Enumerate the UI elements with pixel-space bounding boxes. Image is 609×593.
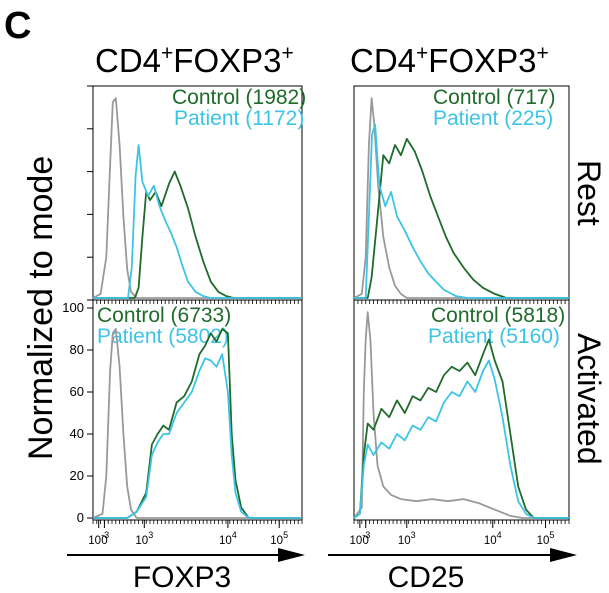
x-tick-base: 10 xyxy=(537,535,550,547)
column-title-foxp3-marker: CD4 xyxy=(95,42,161,79)
x-tick-label-activated-foxp3: 0 xyxy=(101,535,107,547)
x-tick-label-activated-foxp3: 104 xyxy=(219,530,237,547)
y-tick-label: 80 xyxy=(70,342,84,357)
histogram-isotype-activated-cd25 xyxy=(353,311,569,519)
x-axis-arrow-foxp3 xyxy=(67,548,305,562)
x-tick-label-activated-cd25: 0 xyxy=(363,535,369,547)
x-tick-label-activated-cd25: 104 xyxy=(484,530,502,547)
x-tick-exponent: 5 xyxy=(549,530,554,540)
histogram-patient-rest-foxp3 xyxy=(93,144,302,299)
x-tick-label-activated-cd25: 103 xyxy=(398,530,416,547)
x-tick-base: 0 xyxy=(363,535,369,547)
y-tick-label: 20 xyxy=(70,468,84,483)
legend-control-activated-cd25: Control (5818) xyxy=(431,304,565,327)
legend-control-activated-foxp3: Control (6733) xyxy=(97,304,231,327)
x-tick-exponent: -3 xyxy=(101,530,109,540)
column-title-cd25-marker: CD4 xyxy=(350,42,416,79)
legend-patient-activated-cd25: Patient (5160) xyxy=(428,325,560,348)
histogram-isotype-rest-cd25 xyxy=(353,97,569,299)
x-axis-label-cd25: CD25 xyxy=(388,561,465,593)
column-title-foxp3-marker2: FOXP3 xyxy=(173,42,281,79)
x-tick-exponent: 3 xyxy=(148,530,153,540)
legend-control-rest-cd25: Control (717) xyxy=(433,86,556,109)
y-tick-label: 100 xyxy=(62,300,84,315)
x-tick-exponent: 4 xyxy=(232,530,237,540)
x-tick-exponent: 3 xyxy=(411,530,416,540)
histogram-patient-activated-cd25 xyxy=(353,359,569,519)
histogram-isotype-rest-foxp3 xyxy=(92,97,302,299)
y-tick-label: 0 xyxy=(77,510,84,525)
x-tick-base: 10 xyxy=(484,535,497,547)
x-tick-label-activated-cd25: 10-3 xyxy=(349,530,370,547)
histogram-isotype-activated-foxp3 xyxy=(92,328,302,519)
x-tick-base: 10 xyxy=(88,535,101,547)
histogram-control-activated-cd25 xyxy=(353,338,569,519)
y-tick-label: 40 xyxy=(70,426,84,441)
row-label-activated: Activated xyxy=(571,333,607,465)
x-tick-exponent: 4 xyxy=(497,530,502,540)
column-title-cd25-sup2: + xyxy=(537,42,549,65)
legend-patient-activated-foxp3: Patient (5802) xyxy=(97,325,229,348)
panel-letter: C xyxy=(4,5,31,47)
column-title-foxp3: CD4+FOXP3+ xyxy=(95,42,294,79)
x-tick-base: 10 xyxy=(219,535,232,547)
column-title-cd25-marker2: FOXP3 xyxy=(428,42,536,79)
x-tick-exponent: 5 xyxy=(283,530,288,540)
column-title-cd25: CD4+FOXP3+ xyxy=(350,42,549,79)
histogram-patient-rest-cd25 xyxy=(354,123,569,299)
column-title-foxp3-sup2: + xyxy=(282,42,294,65)
row-label-rest: Rest xyxy=(571,160,607,226)
x-tick-label-activated-cd25: 105 xyxy=(537,530,555,547)
x-tick-exponent: -3 xyxy=(362,530,370,540)
y-tick-label: 60 xyxy=(70,384,84,399)
histogram-control-rest-foxp3 xyxy=(93,170,302,299)
histogram-patient-activated-foxp3 xyxy=(93,353,302,519)
x-tick-base: 10 xyxy=(398,535,411,547)
panel-frame-activated-cd25 xyxy=(353,299,570,521)
legend-control-rest-foxp3: Control (1982) xyxy=(172,86,306,109)
histogram-control-rest-cd25 xyxy=(354,138,569,299)
x-axis-arrow-cd25 xyxy=(328,548,577,562)
y-axis-label: Normalized to mode xyxy=(22,156,60,460)
x-tick-label-activated-foxp3: 103 xyxy=(135,530,153,547)
x-tick-base: 10 xyxy=(135,535,148,547)
x-tick-label-activated-foxp3: 105 xyxy=(270,530,288,547)
x-tick-base: 0 xyxy=(101,535,107,547)
panel-frame-activated-foxp3 xyxy=(92,299,303,521)
legend-patient-rest-cd25: Patient (225) xyxy=(433,107,553,130)
column-title-foxp3-sup1: + xyxy=(161,42,173,65)
x-tick-base: 10 xyxy=(349,535,362,547)
x-axis-label-foxp3: FOXP3 xyxy=(133,561,231,593)
histogram-control-activated-foxp3 xyxy=(93,328,302,519)
column-title-cd25-sup1: + xyxy=(416,42,428,65)
legend-patient-rest-foxp3: Patient (1172) xyxy=(174,107,304,130)
x-tick-base: 10 xyxy=(270,535,283,547)
x-tick-label-activated-foxp3: 10-3 xyxy=(88,530,109,547)
